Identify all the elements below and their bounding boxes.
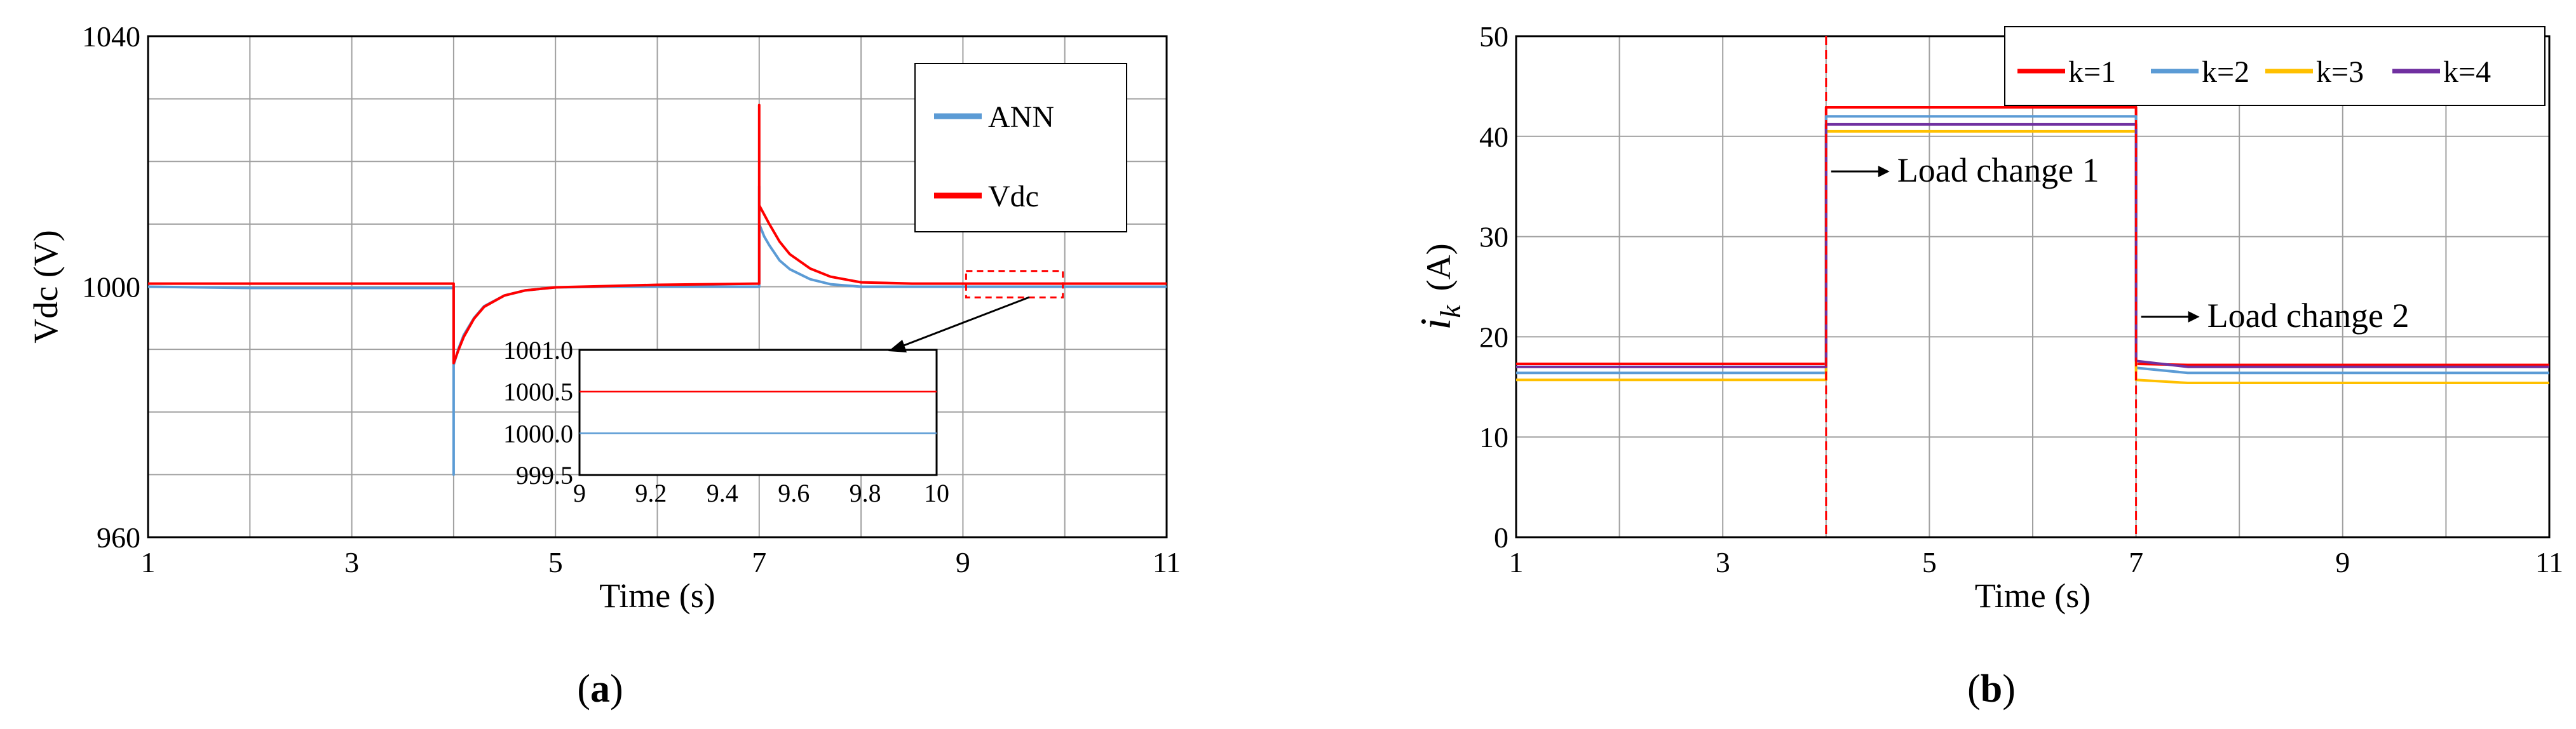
panel-a-legend-entry: Vdc	[988, 180, 1039, 213]
panel-b-y-tick-label: 40	[1479, 121, 1508, 153]
panel-a-y-axis-label: Vdc (V)	[27, 230, 65, 343]
caption-paren: (	[577, 667, 590, 711]
panel-a-y-tick-label: 1040	[82, 20, 140, 53]
panel-a-x-tick-label: 7	[752, 546, 766, 579]
caption-paren: (	[1967, 667, 1981, 711]
panel-b-legend-entry: k=1	[2068, 55, 2116, 89]
panel-a-zoom-region-box	[965, 270, 1064, 298]
inset-y-tick-label: 1001.0	[503, 336, 573, 364]
inset-x-tick-label: 9	[573, 479, 586, 507]
panel-a-caption: (a)	[577, 667, 623, 711]
chart-panel-b: 1 3 5 7 9 11 0 10 20 30 40 50 Time (s) ik (A) k=1 k=2 k=3…	[1411, 20, 2563, 711]
panel-b-caption: (b)	[1967, 667, 2016, 711]
panel-b-y-tick-label: 10	[1479, 421, 1508, 453]
panel-a-zoom-arrow-head	[888, 340, 907, 352]
panel-b-x-tick-label: 3	[1716, 546, 1730, 579]
panel-b-annotation: Load change 2	[2207, 297, 2410, 335]
inset-x-tick-label: 9.4	[707, 479, 738, 507]
panel-b-y-tick-label: 50	[1479, 20, 1508, 53]
inset-x-tick-label: 10	[924, 479, 949, 507]
panel-a-x-tick-label: 11	[1153, 546, 1181, 579]
inset-x-tick-label: 9.2	[635, 479, 667, 507]
panel-b-x-axis-label: Time (s)	[1975, 577, 2091, 615]
panel-a-y-tick-label: 1000	[82, 271, 140, 304]
panel-b-annotation-arrow-head	[1878, 166, 1890, 178]
caption-paren: )	[2002, 667, 2016, 711]
panel-b-x-tick-label: 5	[1922, 546, 1937, 579]
caption-letter: b	[1981, 667, 2002, 711]
panel-a-legend-box	[914, 63, 1127, 232]
caption-letter: a	[590, 667, 610, 711]
panel-a-inset: 9 9.2 9.4 9.6 9.8 10 999.5 1000.0 1000.5 1001.0	[503, 336, 949, 507]
panel-a-legend: ANN Vdc	[914, 63, 1127, 232]
panel-b-y-tick-label: 30	[1479, 221, 1508, 253]
inset-frame	[578, 349, 938, 476]
panel-a-x-tick-label: 5	[548, 546, 563, 579]
panel-b-legend-entry: k=4	[2443, 55, 2491, 89]
panel-b-x-tick-label: 7	[2129, 546, 2143, 579]
panel-a-series-vdc-line	[148, 104, 1167, 364]
inset-y-tick-label: 1000.0	[503, 419, 573, 448]
panel-b-legend-box	[2004, 26, 2545, 106]
panel-b-x-tick-label: 11	[2535, 546, 2563, 579]
panel-b-annotation: Load change 1	[1897, 151, 2099, 189]
inset-x-tick-label: 9.8	[850, 479, 881, 507]
panel-a-x-tick-label: 9	[956, 546, 970, 579]
panel-b-y-tick-label: 0	[1494, 521, 1508, 554]
panel-b-y-label-subscript: k	[1434, 304, 1467, 318]
panel-a-x-axis-label: Time (s)	[599, 577, 715, 615]
panel-b-legend-entry: k=3	[2316, 55, 2364, 89]
panel-a-series-ann-line	[147, 185, 1167, 476]
panel-a-zoom-arrow-line	[897, 296, 1030, 349]
inset-plot-area	[580, 350, 937, 475]
chart-panel-a: 1 3 5 7 9 11 960 1000 1040 Time (s) Vdc (V) ANN Vdc 9…	[27, 20, 1181, 711]
panel-a-y-tick-label: 960	[97, 521, 140, 554]
panel-b-legend-entry: k=2	[2202, 55, 2249, 89]
panel-b-y-label-unit: (A)	[1420, 243, 1458, 291]
panel-a-x-tick-label: 3	[344, 546, 359, 579]
panel-b-y-label-symbol: i	[1411, 318, 1460, 330]
inset-y-tick-label: 1000.5	[503, 378, 573, 406]
inset-y-tick-label: 999.5	[516, 461, 573, 490]
panel-b-y-tick-label: 20	[1479, 321, 1508, 353]
inset-x-tick-label: 9.6	[778, 479, 810, 507]
panel-a-legend-entry: ANN	[988, 100, 1054, 134]
caption-paren: )	[610, 667, 623, 711]
panel-a-x-tick-label: 1	[141, 546, 156, 579]
panel-b-legend: k=1 k=2 k=3 k=4	[2004, 26, 2545, 106]
panel-b-y-axis-label: ik (A)	[1411, 243, 1467, 330]
panel-b-annotation-arrow-head	[2188, 311, 2200, 323]
panel-b-x-tick-label: 9	[2335, 546, 2350, 579]
panel-b-x-tick-label: 1	[1509, 546, 1524, 579]
